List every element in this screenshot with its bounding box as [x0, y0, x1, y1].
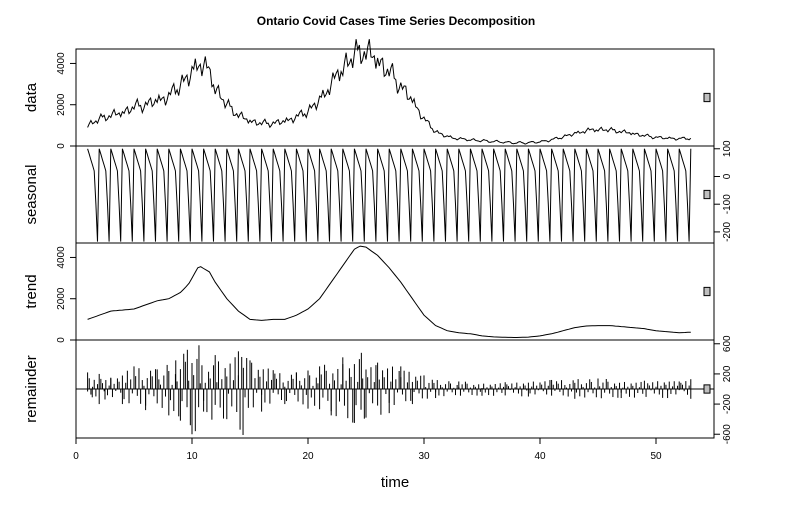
panel-remainder: -600 -200 200 600 remainder — [23, 335, 733, 444]
x-axis: 0 10 20 30 40 50 — [73, 437, 662, 462]
y-tick-label: 0 — [56, 143, 67, 149]
panels-group: 0 2000 4000 data -200 -100 0 100 seasonal 0 2000 40… — [23, 39, 733, 444]
chart-title: Ontario Covid Cases Time Series Decompos… — [257, 14, 536, 28]
y-tick-label: 200 — [722, 365, 733, 382]
y-tick-label: -200 — [722, 221, 733, 241]
x-tick-label: 20 — [302, 451, 314, 462]
panel-seasonal: -200 -100 0 100 seasonal — [23, 140, 733, 244]
panel-trend: 0 2000 4000 trend — [23, 242, 715, 343]
data-line — [87, 39, 692, 145]
y-tick-label: 4000 — [56, 246, 67, 269]
panel-label-remainder: remainder — [23, 355, 40, 423]
scale-bar — [703, 92, 711, 103]
y-tick-label: 0 — [722, 173, 733, 179]
panel-label-seasonal: seasonal — [23, 164, 40, 224]
x-axis-label: time — [381, 474, 409, 491]
y-tick-label: 0 — [56, 337, 67, 343]
y-tick-label: -100 — [722, 194, 733, 214]
trend-line — [87, 245, 691, 338]
seasonal-line — [87, 148, 692, 242]
y-tick-label: 4000 — [56, 52, 67, 75]
y-tick-label: -600 — [722, 424, 733, 444]
scale-bar — [703, 189, 711, 200]
y-tick-label: 100 — [722, 140, 733, 157]
panel-frame — [75, 48, 715, 147]
y-tick-label: 2000 — [56, 93, 67, 116]
scale-bar — [703, 384, 711, 394]
x-tick-label: 0 — [73, 451, 79, 462]
panel-frame — [75, 145, 715, 244]
panel-frame — [75, 242, 715, 341]
panel-label-trend: trend — [23, 274, 40, 308]
y-tick-label: 600 — [722, 335, 733, 352]
x-tick-label: 50 — [650, 451, 662, 462]
x-tick-label: 40 — [534, 451, 546, 462]
panel-data: 0 2000 4000 data — [23, 39, 715, 149]
scale-bar — [703, 286, 711, 297]
y-tick-label: 2000 — [56, 287, 67, 310]
x-tick-label: 30 — [418, 451, 430, 462]
x-tick-label: 10 — [186, 451, 198, 462]
y-tick-label: -200 — [722, 394, 733, 414]
panel-label-data: data — [23, 82, 40, 112]
